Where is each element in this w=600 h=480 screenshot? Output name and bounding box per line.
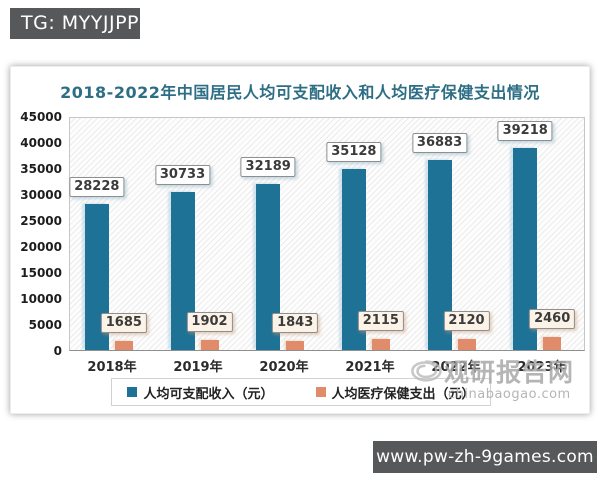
y-tick-label: 5000 <box>28 318 62 333</box>
medical-value-label: 1902 <box>186 312 233 333</box>
x-tick-label: 2023年 <box>517 360 567 375</box>
legend-label-income: 人均可支配收入（元） <box>143 386 274 402</box>
income-swatch-icon <box>127 387 138 397</box>
bar-chart: 45000 40000 35000 30000 25000 20000 15000 10000… <box>19 110 585 358</box>
legend-label-medical: 人均医疗保健支出（元） <box>331 386 475 402</box>
x-tick-label: 2021年 <box>345 360 395 375</box>
income-value-label: 39218 <box>497 120 553 141</box>
income-value-label: 36883 <box>411 132 468 153</box>
footer-url: www.pw-zh-9games.com <box>373 441 597 473</box>
plot-area: 28228 1685 30733 1902 32189 1843 35128 2115 3688… <box>69 117 585 351</box>
bar-group-2020年: 32189 1843 <box>240 118 327 350</box>
medical-swatch-icon <box>315 387 326 397</box>
medical-value-label: 2460 <box>529 309 576 330</box>
y-tick-label: 20000 <box>20 240 62 255</box>
y-tick-label: 40000 <box>20 136 62 151</box>
x-axis: 2018年 2019年 2020年 2021年 2022年 2023年 <box>69 356 585 375</box>
medical-bar <box>543 337 562 350</box>
y-axis: 45000 40000 35000 30000 25000 20000 15000 10000… <box>19 110 69 358</box>
y-tick-label: 10000 <box>20 292 62 307</box>
y-tick-label: 35000 <box>20 162 62 176</box>
medical-value-label: 2120 <box>443 311 490 332</box>
y-tick-label: 45000 <box>20 110 62 124</box>
chart-title: 2018-2022年中国居民人均可支配收入和人均医疗保健支出情况 <box>60 83 540 102</box>
y-tick-label: 15000 <box>20 266 62 281</box>
y-tick-label: 25000 <box>20 214 62 228</box>
legend-item-medical: 人均医疗保健支出（元） <box>315 383 475 402</box>
income-value-label: 30733 <box>154 164 211 185</box>
bar-group-2021年: 35128 2115 <box>326 118 413 350</box>
chart-card: 2018-2022年中国居民人均可支配收入和人均医疗保健支出情况 45000 40… <box>10 66 590 414</box>
income-value-label: 28228 <box>69 177 125 198</box>
x-tick-label: 2022年 <box>431 360 481 375</box>
y-tick-label: 30000 <box>20 188 62 203</box>
y-tick-label: 0 <box>53 344 62 358</box>
medical-bar <box>457 339 476 350</box>
bar-group-2022年: 36883 2120 <box>411 118 499 350</box>
x-tick-label: 2019年 <box>173 360 223 375</box>
x-tick-label: 2020年 <box>259 360 309 375</box>
tg-badge: TG: MYYJJPP <box>10 8 140 39</box>
legend: 人均可支配收入（元） 人均医疗保健支出（元） <box>111 378 491 406</box>
medical-bar <box>286 340 305 350</box>
bar-group-2019年: 30733 1902 <box>154 118 242 350</box>
medical-value-label: 2115 <box>357 311 404 332</box>
medical-bar <box>200 340 219 350</box>
medical-bar <box>114 341 133 350</box>
medical-bar <box>371 339 390 350</box>
medical-value-label: 1843 <box>272 312 319 333</box>
bar-group-2018年: 28228 1685 <box>69 118 156 350</box>
legend-item-income: 人均可支配收入（元） <box>127 383 274 402</box>
x-tick-label: 2018年 <box>87 360 137 375</box>
bar-group-2023年: 39218 2460 <box>497 118 584 350</box>
medical-value-label: 1685 <box>100 313 147 334</box>
income-value-label: 32189 <box>240 157 296 178</box>
income-value-label: 35128 <box>326 141 382 162</box>
